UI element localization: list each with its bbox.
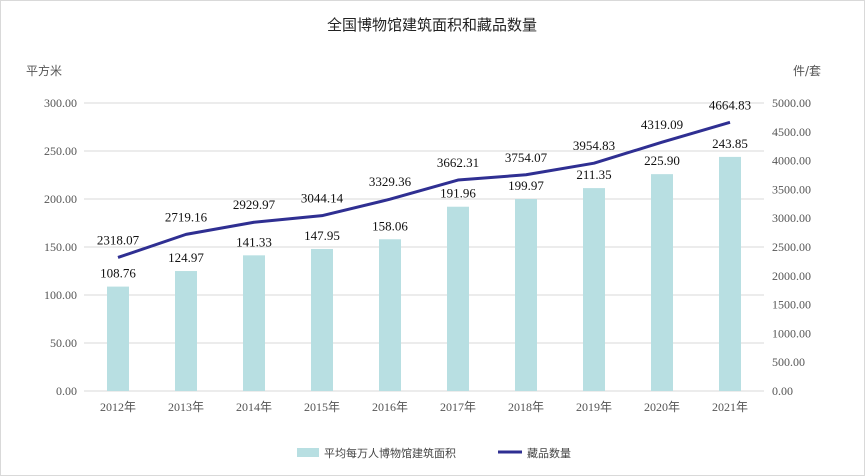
line-data-label: 3954.83 (573, 138, 615, 153)
line-data-label: 4319.09 (641, 117, 683, 132)
legend-line-label: 藏品数量 (527, 447, 571, 460)
x-tick-label: 2016年 (372, 400, 408, 414)
bar-data-label: 108.76 (100, 266, 136, 281)
bar-data-label: 147.95 (304, 228, 340, 243)
right-tick-label: 2000.00 (772, 269, 811, 283)
right-tick-label: 500.00 (772, 355, 805, 369)
bar (583, 188, 605, 391)
line-data-label: 3044.14 (301, 191, 344, 206)
right-tick-label: 0.00 (772, 384, 793, 398)
line-data-label: 4664.83 (709, 97, 751, 112)
bar (719, 156, 741, 391)
left-tick-label: 0.00 (56, 384, 77, 398)
bar (651, 174, 673, 391)
bar (447, 206, 469, 391)
left-tick-label: 100.00 (44, 288, 77, 302)
bar-data-label: 243.85 (712, 136, 748, 151)
left-axis-unit: 平方米 (26, 63, 62, 78)
bar (515, 199, 537, 391)
line-data-label: 2318.07 (97, 232, 140, 247)
line-data-label: 3662.31 (437, 155, 479, 170)
left-tick-label: 300.00 (44, 96, 77, 110)
bar (175, 271, 197, 391)
line-data-label: 2929.97 (233, 197, 276, 212)
left-tick-label: 50.00 (50, 336, 77, 350)
bar-data-label: 191.96 (440, 186, 476, 201)
bar (311, 248, 333, 391)
bar-data-label: 124.97 (168, 250, 204, 265)
chart-title: 全国博物馆建筑面积和藏品数量 (327, 16, 537, 34)
right-tick-label: 1000.00 (772, 326, 811, 340)
bar (107, 286, 129, 391)
left-tick-label: 250.00 (44, 144, 77, 158)
right-axis-unit: 件/套 (793, 64, 821, 78)
x-tick-label: 2021年 (712, 400, 748, 414)
right-tick-label: 5000.00 (772, 96, 811, 110)
x-tick-label: 2018年 (508, 400, 544, 414)
line-data-label: 2719.16 (165, 209, 208, 224)
x-tick-label: 2014年 (236, 400, 272, 414)
x-tick-label: 2020年 (644, 400, 680, 414)
legend-bar-swatch (297, 448, 319, 457)
bar-data-label: 158.06 (372, 218, 408, 233)
x-tick-label: 2012年 (100, 400, 136, 414)
right-tick-label: 4500.00 (772, 125, 811, 139)
bar-data-label: 199.97 (508, 178, 544, 193)
bar-data-label: 225.90 (644, 153, 680, 168)
right-tick-label: 2500.00 (772, 240, 811, 254)
x-tick-label: 2013年 (168, 400, 204, 414)
x-tick-label: 2017年 (440, 400, 476, 414)
left-tick-label: 200.00 (44, 192, 77, 206)
left-tick-label: 150.00 (44, 240, 77, 254)
legend-bar-label: 平均每万人博物馆建筑面积 (324, 446, 456, 460)
x-tick-label: 2019年 (576, 400, 612, 414)
right-tick-label: 3000.00 (772, 211, 811, 225)
bar (379, 239, 401, 391)
legend: 平均每万人博物馆建筑面积 藏品数量 (297, 446, 571, 460)
line-data-label: 3754.07 (505, 150, 548, 165)
right-tick-label: 4000.00 (772, 154, 811, 168)
line-series (117, 120, 731, 259)
right-tick-label: 3500.00 (772, 182, 811, 196)
bar-data-label: 211.35 (576, 167, 611, 182)
x-tick-label: 2015年 (304, 400, 340, 414)
bar (243, 255, 265, 391)
right-tick-label: 1500.00 (772, 298, 811, 312)
line-data-label: 3329.36 (369, 174, 412, 189)
bar-data-label: 141.33 (236, 234, 272, 249)
